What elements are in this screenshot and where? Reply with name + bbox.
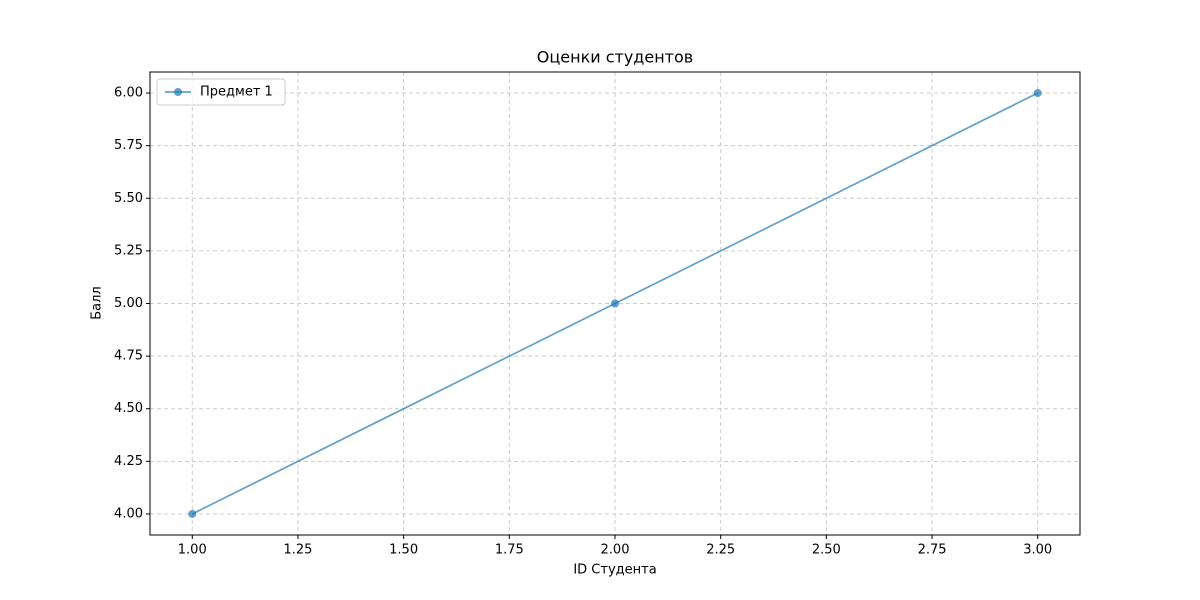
y-tick-label: 5.00 [114,296,143,311]
x-tick-label: 2.25 [706,543,735,558]
x-tick-label: 2.50 [812,543,841,558]
x-tick-label: 2.75 [918,543,947,558]
chart-title: Оценки студентов [537,48,693,67]
y-tick-label: 6.00 [114,86,143,101]
x-tick-label: 2.00 [601,543,630,558]
y-axis-label: Балл [90,286,105,320]
x-tick-label: 1.75 [495,543,524,558]
marker [611,299,619,308]
y-tick-label: 5.25 [114,243,143,258]
x-tick-label: 3.00 [1023,543,1052,558]
plot-frame [149,71,1081,536]
legend-box [156,78,286,106]
y-tick-label: 4.75 [114,349,143,364]
x-tick-label: 1.00 [178,543,207,558]
y-tick-label: 4.50 [114,401,143,416]
marker [188,509,197,518]
y-tick-label: 5.75 [114,138,143,153]
x-tick-label: 1.25 [283,543,312,558]
x-axis-label: ID Студента [573,563,656,578]
legend-marker [174,88,182,96]
x-tick-label: 1.50 [389,543,418,558]
marker [1033,89,1042,98]
legend-label: Предмет 1 [200,85,273,100]
y-tick-label: 5.50 [114,191,143,206]
y-tick-label: 4.00 [114,506,143,521]
y-tick-label: 4.25 [114,454,143,469]
